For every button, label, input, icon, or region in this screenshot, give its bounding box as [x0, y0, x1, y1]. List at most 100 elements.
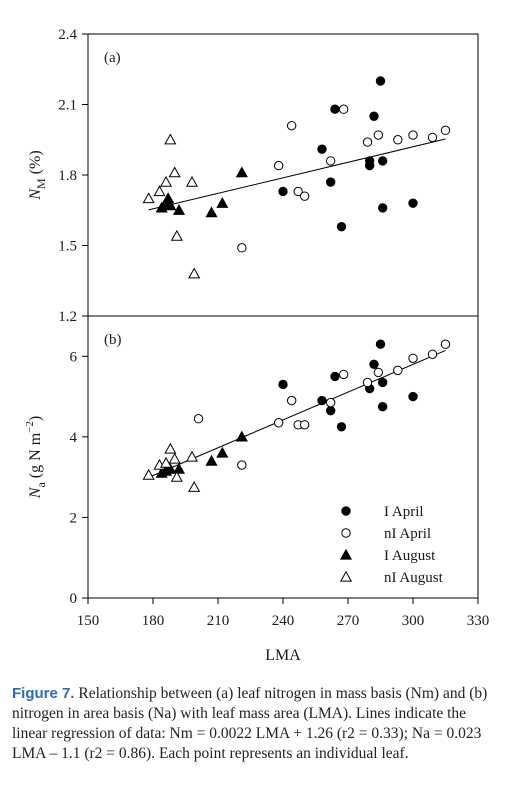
- figure-caption: Figure 7. Relationship between (a) leaf …: [12, 684, 502, 764]
- point-ni-august: [170, 470, 183, 482]
- legend-marker: [341, 528, 351, 538]
- point-ni-april: [286, 120, 297, 131]
- caption-figure-label: Figure 7.: [12, 685, 75, 702]
- point-ni-april: [427, 132, 438, 143]
- point-i-august: [172, 204, 186, 215]
- point-i-april: [317, 395, 327, 406]
- point-ni-april: [373, 367, 384, 378]
- point-ni-august: [164, 133, 177, 145]
- legend-label: nI August: [384, 570, 444, 586]
- regression-line: [148, 138, 446, 211]
- point-i-april: [369, 111, 379, 121]
- figure-7-chart: (a) 1.2 1.5 1.8 2.1 2.4 NM (%) (b) 0 2 4 6 150 180…: [24, 27, 490, 664]
- x-axis-label: LMA: [265, 647, 301, 664]
- point-i-april: [377, 203, 388, 213]
- x-tick-label: 150: [77, 613, 100, 629]
- point-i-august: [235, 166, 248, 178]
- point-ni-august: [153, 185, 166, 197]
- y-tick-label: 2.4: [58, 27, 77, 43]
- x-tick-label: 330: [467, 613, 490, 629]
- point-ni-april: [293, 186, 303, 197]
- point-i-april: [377, 377, 388, 388]
- point-ni-april: [408, 353, 418, 363]
- point-i-april: [377, 156, 388, 166]
- y-tick-label: 4: [70, 430, 78, 446]
- point-i-april: [336, 222, 347, 232]
- point-i-august: [205, 454, 218, 466]
- point-ni-april: [273, 160, 284, 171]
- panel-b-label: (b): [104, 332, 122, 348]
- plot-frame: [87, 33, 479, 317]
- point-i-august: [172, 462, 186, 474]
- point-ni-april: [338, 369, 349, 380]
- point-i-april: [336, 422, 347, 432]
- point-i-april: [408, 198, 418, 208]
- panel-b: (b) 0 2 4 6 150 180 210 240 270 300 330 Na (g N m−2…: [24, 315, 490, 629]
- point-i-april: [377, 401, 388, 412]
- point-i-august: [164, 199, 177, 211]
- point-ni-august: [168, 166, 181, 178]
- x-tick-label: 270: [337, 613, 360, 629]
- point-ni-august: [185, 450, 199, 462]
- x-tick-label: 210: [207, 613, 230, 629]
- point-ni-august: [185, 175, 199, 187]
- point-ni-april: [408, 130, 418, 140]
- point-ni-august: [168, 452, 181, 464]
- point-ni-april: [440, 125, 451, 136]
- point-i-april: [278, 186, 288, 197]
- x-tick-label: 300: [402, 613, 425, 629]
- point-i-april: [278, 379, 288, 390]
- point-i-april: [369, 359, 379, 370]
- legend-marker: [339, 570, 353, 582]
- y-axis-label: NM (%): [27, 150, 48, 200]
- legend-marker: [339, 548, 353, 560]
- point-ni-august: [159, 456, 173, 468]
- point-ni-august: [142, 192, 155, 204]
- legend-marker: [341, 506, 351, 516]
- point-ni-august: [159, 175, 173, 187]
- point-ni-april: [299, 420, 310, 430]
- point-ni-april: [237, 460, 247, 470]
- point-i-april: [330, 371, 340, 382]
- point-ni-april: [299, 191, 310, 201]
- panel-a: (a) 1.2 1.5 1.8 2.1 2.4 NM (%): [27, 27, 479, 325]
- y-tick-label: 1.2: [58, 309, 77, 325]
- point-ni-april: [338, 104, 349, 114]
- point-ni-april: [393, 135, 403, 145]
- y-tick-label: 1.8: [58, 168, 77, 184]
- point-ni-april: [362, 137, 373, 147]
- point-ni-april: [362, 377, 373, 388]
- point-i-april: [375, 339, 386, 349]
- point-ni-april: [325, 156, 336, 166]
- point-i-april: [330, 104, 340, 114]
- point-ni-april: [325, 397, 336, 408]
- y-tick-label: 1.5: [58, 239, 77, 255]
- panel-a-label: (a): [104, 50, 121, 66]
- point-i-april: [317, 144, 327, 154]
- caption-text: Relationship between (a) leaf nitrogen i…: [12, 685, 488, 762]
- point-ni-april: [286, 395, 297, 406]
- point-i-april: [325, 405, 336, 416]
- y-tick-label: 2: [70, 510, 78, 526]
- point-ni-april: [427, 349, 438, 359]
- y-axis-label: Na (g N m−2): [24, 416, 48, 499]
- point-i-august: [235, 430, 248, 442]
- y-tick-label: 6: [70, 349, 78, 365]
- point-i-august: [205, 206, 218, 218]
- point-ni-april: [373, 130, 384, 140]
- point-ni-april: [393, 365, 403, 376]
- point-ni-april: [440, 339, 451, 349]
- legend-label: nI April: [384, 526, 431, 542]
- point-i-april: [364, 156, 375, 166]
- point-i-august: [216, 446, 229, 458]
- point-ni-august: [170, 229, 183, 241]
- point-i-april: [325, 177, 336, 187]
- point-i-august: [164, 462, 177, 474]
- point-ni-april: [273, 418, 284, 428]
- x-tick-label: 180: [142, 613, 165, 629]
- x-tick-label: 240: [272, 613, 295, 629]
- point-i-august: [216, 196, 229, 208]
- legend-label: I August: [384, 548, 436, 564]
- point-ni-august: [164, 442, 177, 454]
- point-ni-august: [142, 468, 155, 480]
